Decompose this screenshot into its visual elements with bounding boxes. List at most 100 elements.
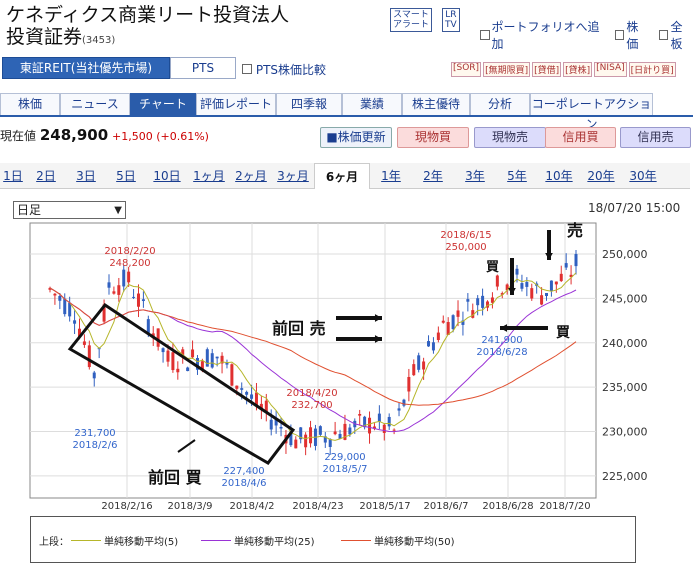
candle-body	[530, 288, 534, 299]
checkbox-icon	[658, 30, 669, 40]
period-tab-15[interactable]: 30年	[629, 169, 657, 183]
legend-line-sma50	[341, 540, 371, 541]
candle-body	[235, 385, 239, 389]
annotation-date: 2018/2/6	[73, 440, 118, 451]
label-buy-2: 買	[556, 325, 571, 341]
annotation-date: 2018/5/7	[323, 464, 368, 475]
period-tab-2[interactable]: 3日	[76, 169, 96, 183]
candle-body	[574, 254, 578, 267]
candle-body	[520, 283, 524, 289]
candle-body	[461, 320, 465, 325]
candle-body	[240, 388, 244, 390]
shinyo-sell-button[interactable]: 信用売	[620, 127, 691, 148]
shinyo-buy-button[interactable]: 信用買	[545, 127, 616, 148]
update-price-button[interactable]: ■株価更新	[320, 127, 392, 148]
genbutsu-buy-button[interactable]: 現物買	[397, 127, 469, 148]
lrtv-button[interactable]: LR TV	[442, 8, 460, 32]
smart-alert-button[interactable]: スマート アラート	[390, 8, 433, 32]
candle-body	[505, 284, 509, 291]
candle-body	[250, 394, 254, 399]
candle-body	[141, 299, 145, 302]
annotation-date: 2018/6/28	[476, 347, 527, 358]
period-tab-9[interactable]: 1年	[381, 169, 401, 183]
period-tabs: 1日 2日 3日 5日 10日 1ヶ月 2ヶ月 3ヶ月 6ヶ月 1年 2年 3年 5年 10年 20年 30年	[0, 163, 690, 189]
annotation-date: 2018/6/15	[440, 230, 491, 241]
interval-select[interactable]: 日足 ▼	[13, 201, 126, 219]
period-tab-3[interactable]: 5日	[116, 169, 136, 183]
period-tab-4[interactable]: 10日	[153, 169, 181, 183]
candle-body	[146, 319, 150, 334]
candle-body	[392, 429, 396, 431]
candle-body	[495, 275, 499, 287]
candle-body	[554, 281, 558, 285]
period-tab-14[interactable]: 20年	[587, 169, 615, 183]
market-pts[interactable]: PTS	[170, 57, 236, 79]
x-tick-label: 2018/4/23	[292, 501, 343, 512]
nav-tab-2[interactable]: チャート	[130, 93, 196, 115]
candle-body	[569, 274, 573, 278]
period-tab-5[interactable]: 1ヶ月	[193, 169, 225, 183]
period-tab-6[interactable]: 2ヶ月	[235, 169, 267, 183]
candle-body	[191, 349, 195, 358]
candle-body	[245, 391, 249, 395]
candle-body	[368, 417, 372, 434]
period-tab-12[interactable]: 5年	[507, 169, 527, 183]
candle-body	[387, 416, 391, 427]
x-tick-label: 2018/5/17	[359, 501, 410, 512]
candle-body	[431, 342, 435, 351]
candle-body	[397, 408, 401, 411]
x-tick-label: 2018/7/20	[539, 501, 590, 512]
period-tab-10[interactable]: 2年	[423, 169, 443, 183]
candle-body	[289, 431, 293, 446]
candle-body	[122, 269, 126, 287]
nav-tab-6[interactable]: 株主優待	[402, 93, 470, 115]
candle-body	[112, 291, 116, 294]
nav-tab-3[interactable]: 評価レポート	[196, 93, 276, 115]
annotation-date: 2018/4/20	[286, 388, 337, 399]
period-tab-1[interactable]: 2日	[36, 169, 56, 183]
sma-5-line	[49, 272, 577, 441]
window-icon	[242, 64, 252, 74]
add-portfolio-link[interactable]: ポートフォリオへ追加	[480, 18, 605, 52]
y-tick-label: 240,000	[602, 337, 648, 350]
market-selected[interactable]: 東証REIT(当社優先市場)	[2, 57, 170, 79]
arrow-sell-2-head	[374, 335, 382, 343]
nav-tab-4[interactable]: 四季報	[276, 93, 342, 115]
nav-tab-1[interactable]: ニュース	[60, 93, 130, 115]
candle-body	[205, 349, 209, 367]
zenban-link[interactable]: 全板	[658, 18, 693, 52]
period-tab-0[interactable]: 1日	[3, 169, 23, 183]
y-tick-label: 250,000	[602, 248, 648, 261]
nav-tab-8[interactable]: コーポレートアクション	[530, 93, 653, 131]
period-tab-8[interactable]: 6ヶ月	[314, 163, 370, 189]
candle-body	[195, 357, 199, 370]
legend-sma25: 単純移動平均(25)	[201, 533, 315, 548]
annotation-date: 2018/4/6	[222, 478, 267, 489]
pts-compare-link[interactable]: PTS株価比較	[242, 61, 326, 78]
nav-tab-5[interactable]: 業績	[342, 93, 402, 115]
candle-body	[309, 427, 313, 444]
period-tab-11[interactable]: 3年	[465, 169, 485, 183]
price-line: 現在値 248,900 +1,500 (+0.61%)	[0, 126, 209, 144]
period-tab-7[interactable]: 3ヶ月	[277, 169, 309, 183]
candle-body	[372, 426, 376, 429]
arrow-buy-left-head	[500, 324, 508, 332]
kabuka-link[interactable]: 株価	[614, 18, 649, 52]
candle-body	[161, 348, 165, 353]
candle-body	[73, 320, 77, 324]
candle-body	[254, 392, 258, 406]
y-tick-label: 230,000	[602, 425, 648, 438]
candle-body	[471, 310, 475, 318]
candle-body	[441, 320, 445, 323]
candle-body	[58, 296, 62, 301]
candle-body	[422, 361, 426, 370]
annotation-value: 241,900	[481, 335, 522, 346]
candle-body	[486, 301, 490, 308]
period-tab-13[interactable]: 10年	[545, 169, 573, 183]
nav-tab-7[interactable]: 分析	[470, 93, 530, 115]
market-selector: 東証REIT(当社優先市場) PTS	[2, 57, 236, 79]
arrow-buy-down-head	[508, 287, 516, 295]
candle-body	[446, 322, 450, 335]
label-prev-sell: 前回 売	[272, 319, 326, 338]
nav-tab-0[interactable]: 株価	[0, 93, 60, 115]
